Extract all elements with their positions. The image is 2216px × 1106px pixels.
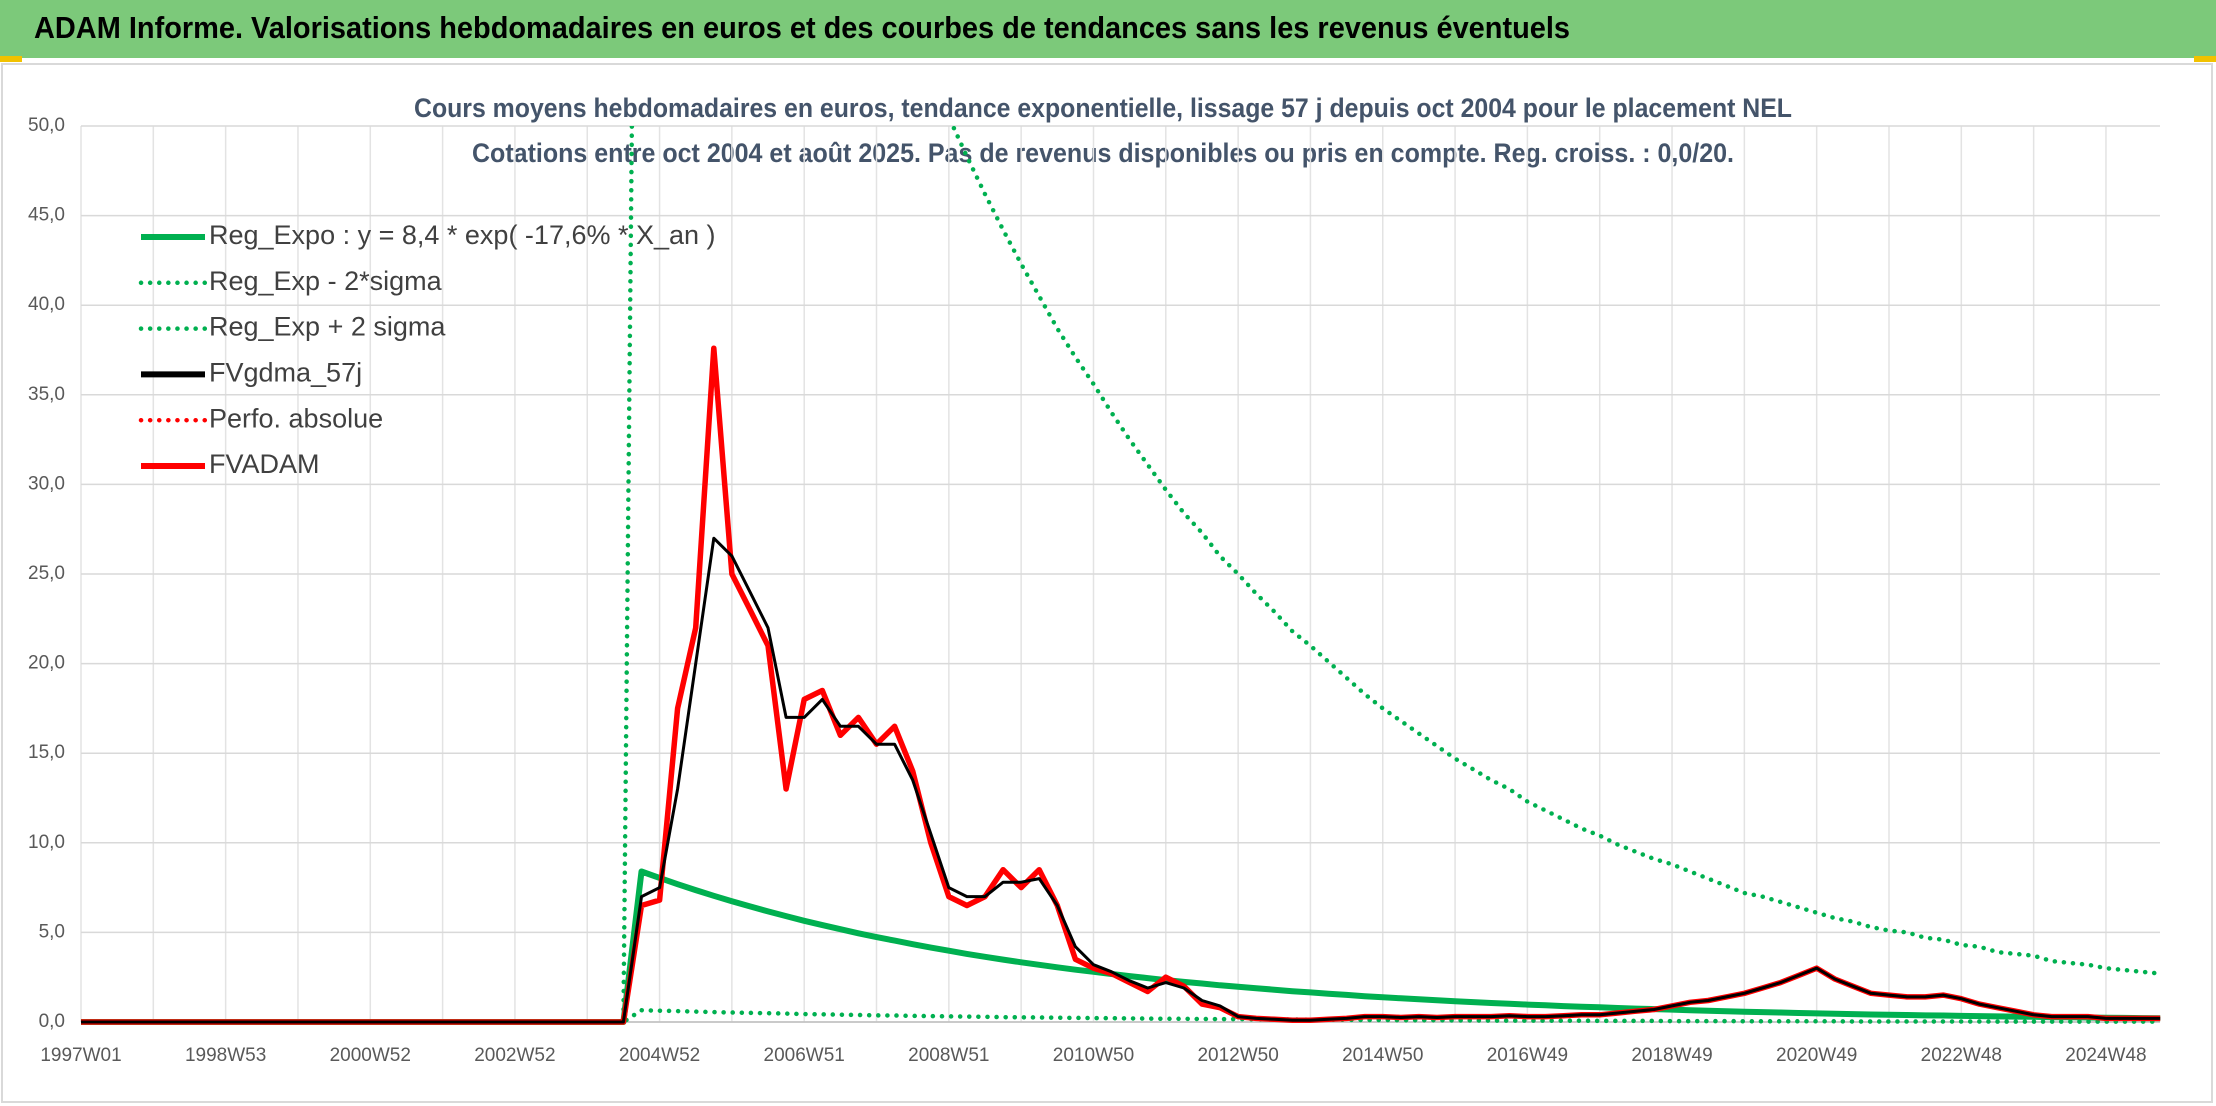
legend-label: Perfo. absolue	[209, 403, 383, 433]
y-tick-label: 20,0	[28, 653, 65, 674]
grid: 0,0 5,0 10,0 15,0 20,0 25,0 30,0 35,0 40,0 45,0 50…	[28, 115, 2160, 1066]
x-tick-label: 2000W52	[330, 1045, 411, 1066]
corner-mark	[2194, 56, 2216, 62]
header-bar	[0, 0, 2216, 58]
y-tick-label: 50,0	[28, 115, 65, 136]
corner-mark	[0, 56, 22, 62]
x-tick-label: 2002W52	[474, 1045, 555, 1066]
chart-border	[1, 63, 2213, 1103]
legend-label: Reg_Expo : y = 8,4 * exp( -17,6% * X_an …	[209, 220, 716, 250]
y-tick-label: 15,0	[28, 742, 65, 763]
x-tick-label: 2008W51	[908, 1045, 989, 1066]
x-tick-label: 2022W48	[1921, 1045, 2002, 1066]
plot-area	[81, 126, 2161, 1025]
x-tick-label: 1997W01	[40, 1045, 121, 1066]
x-tick-label: 2020W49	[1776, 1045, 1857, 1066]
y-tick-label: 5,0	[39, 921, 65, 942]
y-tick-label: 45,0	[28, 205, 65, 226]
x-tick-label: 2004W52	[619, 1045, 700, 1066]
legend: Reg_Expo : y = 8,4 * exp( -17,6% * X_an …	[138, 220, 716, 479]
legend-label: FVgdma_57j	[209, 358, 362, 388]
x-tick-label: 2018W49	[1631, 1045, 1712, 1066]
chart-title: Cours moyens hebdomadaires en euros, ten…	[414, 93, 1792, 123]
x-tick-label: 2010W50	[1053, 1045, 1134, 1066]
y-tick-label: 10,0	[28, 832, 65, 853]
y-tick-label: 0,0	[39, 1011, 65, 1032]
y-tick-label: 25,0	[28, 563, 65, 584]
chart-subtitle: Cotations entre oct 2004 et août 2025. P…	[472, 138, 1734, 168]
x-tick-label: 2012W50	[1197, 1045, 1278, 1066]
x-tick-label: 2014W50	[1342, 1045, 1423, 1066]
x-tick-label: 1998W53	[185, 1045, 266, 1066]
y-tick-label: 35,0	[28, 384, 65, 405]
legend-label: Reg_Exp - 2*sigma	[209, 266, 443, 296]
y-tick-label: 30,0	[28, 473, 65, 494]
legend-label: Reg_Exp + 2 sigma	[209, 312, 446, 342]
x-tick-label: 2024W48	[2065, 1045, 2146, 1066]
x-tick-label: 2016W49	[1487, 1045, 1568, 1066]
header-title: ADAM Informe. Valorisations hebdomadaire…	[34, 10, 1570, 45]
x-tick-label: 2006W51	[764, 1045, 845, 1066]
legend-label: FVADAM	[209, 449, 320, 479]
line-series	[81, 536, 2161, 1024]
y-tick-label: 40,0	[28, 294, 65, 315]
